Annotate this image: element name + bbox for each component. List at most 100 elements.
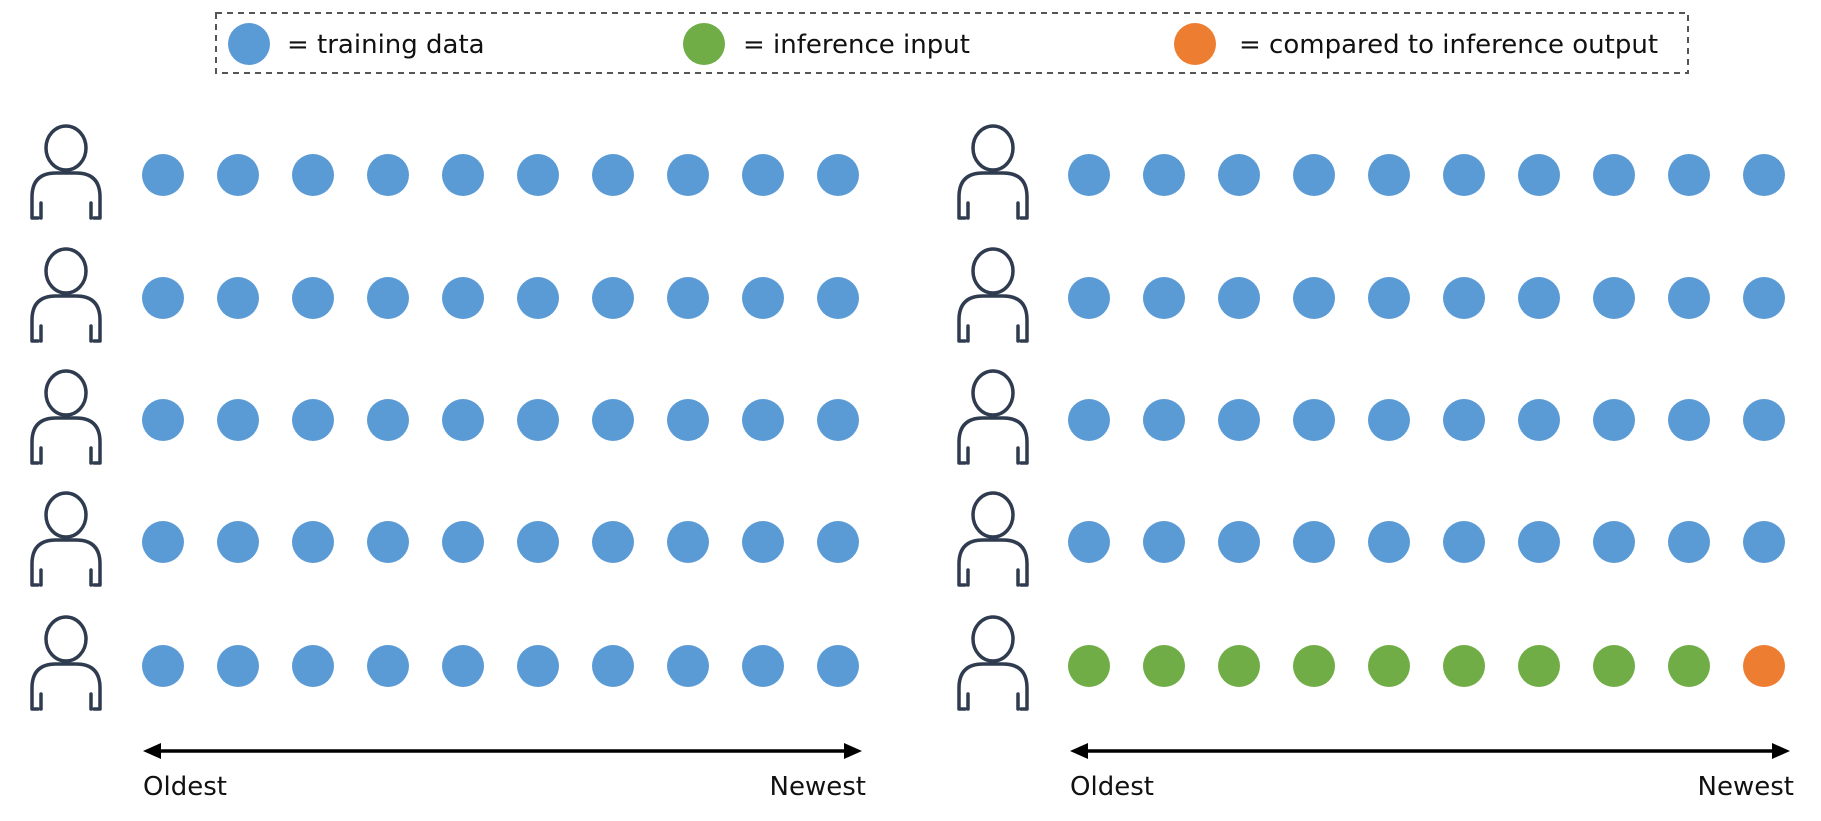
- data-point-training: [1143, 521, 1185, 563]
- data-point-training: [1293, 154, 1335, 196]
- axis-label-newest: Newest: [1698, 772, 1794, 802]
- data-point-training: [817, 399, 859, 441]
- data-point-inference: [1218, 645, 1260, 687]
- data-point-training: [817, 645, 859, 687]
- data-point-training: [1743, 277, 1785, 319]
- data-point-training: [1293, 399, 1335, 441]
- person-icon: [957, 247, 1029, 343]
- data-point-training: [1218, 521, 1260, 563]
- data-point-training: [592, 645, 634, 687]
- data-point-training: [742, 399, 784, 441]
- data-point-training: [442, 521, 484, 563]
- data-point-inference: [1068, 645, 1110, 687]
- data-point-training: [292, 154, 334, 196]
- data-point-training: [667, 521, 709, 563]
- data-point-training: [217, 645, 259, 687]
- person-icon: [30, 247, 102, 343]
- data-point-inference: [1143, 645, 1185, 687]
- data-point-training: [1143, 399, 1185, 441]
- data-point-training: [1218, 154, 1260, 196]
- data-point-inference: [1443, 645, 1485, 687]
- data-point-training: [1293, 521, 1335, 563]
- data-point-training: [1443, 154, 1485, 196]
- data-point-training: [817, 277, 859, 319]
- data-point-training: [442, 399, 484, 441]
- data-point-training: [1368, 277, 1410, 319]
- data-point-training: [367, 154, 409, 196]
- data-point-training: [1443, 277, 1485, 319]
- time-axis-arrow: [1070, 743, 1790, 759]
- data-point-training: [817, 521, 859, 563]
- data-point-training: [1593, 399, 1635, 441]
- data-point-training: [1068, 154, 1110, 196]
- legend-box: [215, 12, 1689, 74]
- data-point-training: [367, 399, 409, 441]
- data-point-training: [217, 521, 259, 563]
- axis-label-newest: Newest: [770, 772, 866, 802]
- data-point-training: [1293, 277, 1335, 319]
- data-point-training: [217, 277, 259, 319]
- data-point-training: [742, 645, 784, 687]
- data-point-training: [217, 399, 259, 441]
- data-point-training: [517, 521, 559, 563]
- data-point-training: [517, 277, 559, 319]
- data-point-training: [1593, 277, 1635, 319]
- data-point-training: [517, 645, 559, 687]
- legend: = training data = inference input = compar…: [228, 23, 1658, 65]
- axis-label-oldest: Oldest: [1070, 772, 1154, 802]
- data-point-inference: [1293, 645, 1335, 687]
- data-point-training: [442, 277, 484, 319]
- data-point-training: [667, 399, 709, 441]
- data-point-training: [142, 521, 184, 563]
- data-point-training: [1218, 277, 1260, 319]
- data-point-training: [1368, 521, 1410, 563]
- data-point-training: [1068, 399, 1110, 441]
- legend-label-compared: = compared to inference output: [1239, 30, 1658, 60]
- data-point-training: [1068, 521, 1110, 563]
- panel-inference: Oldest Newest: [957, 124, 1794, 802]
- data-point-training: [367, 277, 409, 319]
- data-point-training: [1668, 154, 1710, 196]
- person-icon: [30, 615, 102, 711]
- data-point-training: [1443, 521, 1485, 563]
- data-point-training: [742, 521, 784, 563]
- legend-swatch-training: [228, 23, 270, 65]
- data-point-training: [1518, 277, 1560, 319]
- panel-training: Oldest Newest: [30, 124, 866, 802]
- data-point-inference: [1368, 645, 1410, 687]
- person-icon: [30, 369, 102, 465]
- data-point-training: [817, 154, 859, 196]
- data-point-training: [142, 645, 184, 687]
- data-point-training: [1668, 399, 1710, 441]
- data-point-training: [142, 399, 184, 441]
- data-point-training: [1368, 399, 1410, 441]
- data-point-training: [667, 277, 709, 319]
- data-point-training: [142, 277, 184, 319]
- data-point-training: [1443, 399, 1485, 441]
- person-icon: [957, 124, 1029, 220]
- data-point-training: [1668, 277, 1710, 319]
- data-point-inference: [1593, 645, 1635, 687]
- data-point-training: [592, 277, 634, 319]
- data-point-training: [1218, 399, 1260, 441]
- person-icon: [30, 124, 102, 220]
- data-point-training: [1368, 154, 1410, 196]
- legend-label-inference: = inference input: [743, 30, 970, 60]
- data-point-training: [592, 399, 634, 441]
- data-point-training: [442, 645, 484, 687]
- data-point-training: [292, 645, 334, 687]
- data-point-training: [592, 521, 634, 563]
- data-point-training: [442, 154, 484, 196]
- data-point-training: [1668, 521, 1710, 563]
- data-point-training: [292, 399, 334, 441]
- data-point-compared: [1743, 645, 1785, 687]
- person-icon: [957, 615, 1029, 711]
- data-point-training: [142, 154, 184, 196]
- data-point-training: [517, 399, 559, 441]
- data-point-training: [292, 277, 334, 319]
- data-point-training: [742, 277, 784, 319]
- data-point-training: [367, 521, 409, 563]
- data-point-training: [1518, 154, 1560, 196]
- data-point-training: [1068, 277, 1110, 319]
